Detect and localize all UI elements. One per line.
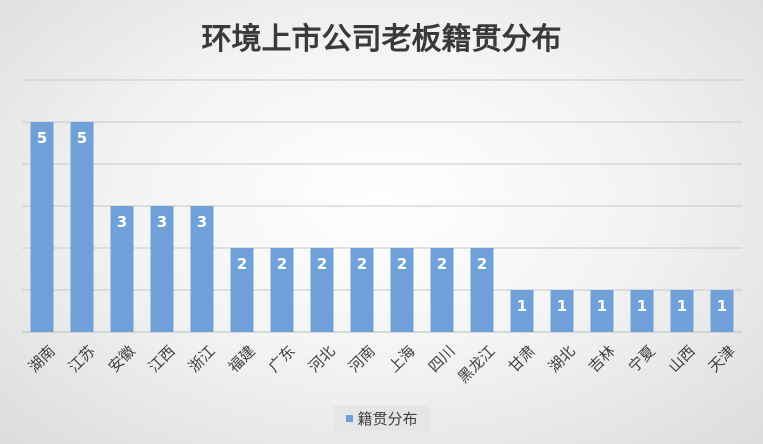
chart-title: 环境上市公司老板籍贯分布	[201, 22, 562, 57]
data-label: 3	[117, 213, 127, 231]
data-label: 2	[477, 255, 487, 273]
data-label: 2	[397, 255, 407, 273]
x-tick-label: 甘肃	[505, 342, 539, 376]
x-tick-label: 吉林	[585, 342, 619, 376]
legend-label: 籍贯分布	[357, 409, 418, 428]
bar	[670, 290, 694, 332]
data-label: 1	[717, 297, 727, 315]
x-tick-label: 上海	[385, 342, 419, 376]
x-tick-label: 四川	[425, 342, 459, 376]
x-tick-label: 黑龙江	[454, 342, 499, 387]
bar	[550, 290, 574, 332]
x-tick-label: 湖北	[545, 342, 579, 376]
bar	[470, 248, 494, 332]
bar	[230, 248, 254, 332]
x-tick-label: 福建	[225, 342, 259, 376]
legend: 籍贯分布	[334, 405, 430, 431]
x-tick-label: 江西	[145, 342, 179, 376]
data-label: 5	[77, 129, 87, 147]
x-tick-label: 宁夏	[625, 342, 659, 376]
bar	[150, 206, 174, 332]
data-label: 5	[37, 129, 47, 147]
x-tick-label: 山西	[665, 342, 699, 376]
data-label: 3	[197, 213, 207, 231]
data-label: 1	[557, 297, 567, 315]
bar	[30, 122, 54, 332]
bar	[430, 248, 454, 332]
bar	[110, 206, 134, 332]
data-label: 1	[637, 297, 647, 315]
x-tick-label: 河南	[345, 342, 379, 376]
x-tick-label: 浙江	[185, 342, 219, 376]
data-label: 3	[157, 213, 167, 231]
bar	[710, 290, 734, 332]
data-label: 2	[437, 255, 447, 273]
x-tick-label: 广东	[265, 342, 299, 376]
bar	[390, 248, 414, 332]
bar	[70, 122, 94, 332]
bar	[590, 290, 614, 332]
data-label: 2	[277, 255, 287, 273]
bar	[270, 248, 294, 332]
data-label: 2	[237, 255, 247, 273]
x-tick-label: 河北	[305, 342, 339, 376]
data-label: 2	[317, 255, 327, 273]
legend-swatch	[346, 414, 354, 422]
data-label: 1	[677, 297, 687, 315]
data-label: 1	[597, 297, 607, 315]
bar	[310, 248, 334, 332]
x-tick-label: 天津	[705, 342, 739, 376]
bar	[630, 290, 654, 332]
data-label: 2	[357, 255, 367, 273]
x-tick-label: 湖南	[25, 342, 59, 376]
x-tick-label: 江苏	[65, 342, 99, 376]
bar	[510, 290, 534, 332]
bar	[190, 206, 214, 332]
x-tick-label: 安徽	[105, 342, 139, 376]
data-label: 1	[517, 297, 527, 315]
bar	[350, 248, 374, 332]
